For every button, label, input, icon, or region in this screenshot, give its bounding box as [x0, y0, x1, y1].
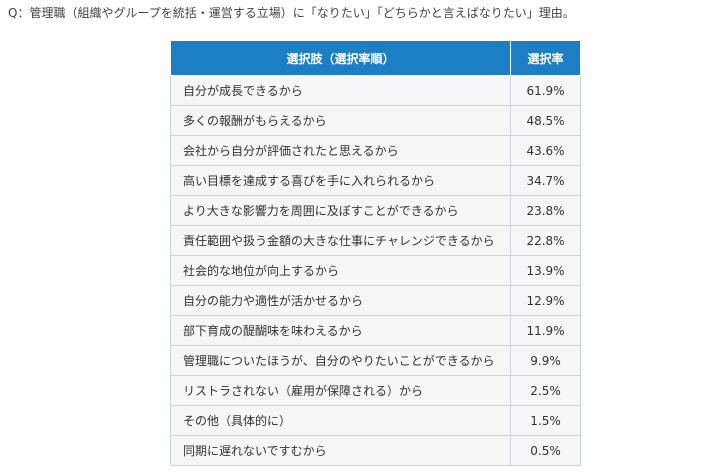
table-row: 自分の能力や適性が活かせるから 12.9% — [170, 285, 581, 316]
cell-rate: 9.9% — [510, 345, 581, 376]
reasons-table: 選択肢（選択率順） 選択率 自分が成長できるから 61.9% 多くの報酬がもらえ… — [170, 40, 581, 466]
cell-rate: 0.5% — [510, 435, 581, 466]
table-row: 自分が成長できるから 61.9% — [170, 75, 581, 106]
cell-rate: 61.9% — [510, 75, 581, 106]
cell-choice: 自分の能力や適性が活かせるから — [170, 285, 511, 316]
cell-rate: 13.9% — [510, 255, 581, 286]
cell-choice: 同期に遅れないですむから — [170, 435, 511, 466]
cell-rate: 22.8% — [510, 225, 581, 256]
cell-choice: 管理職についたほうが、自分のやりたいことができるから — [170, 345, 511, 376]
cell-choice: リストラされない（雇用が保障される）から — [170, 375, 511, 406]
cell-rate: 34.7% — [510, 165, 581, 196]
cell-rate: 2.5% — [510, 375, 581, 406]
cell-choice: 責任範囲や扱う金額の大きな仕事にチャレンジできるから — [170, 225, 511, 256]
cell-rate: 48.5% — [510, 105, 581, 136]
table-row: 社会的な地位が向上するから 13.9% — [170, 255, 581, 286]
cell-choice: 高い目標を達成する喜びを手に入れられるから — [170, 165, 511, 196]
cell-rate: 23.8% — [510, 195, 581, 226]
cell-choice: その他（具体的に） — [170, 405, 511, 436]
table-row: 責任範囲や扱う金額の大きな仕事にチャレンジできるから 22.8% — [170, 225, 581, 256]
question-text: Q：管理職（組織やグループを統括・運営する立場）に「なりたい」「どちらかと言えば… — [8, 6, 575, 20]
cell-choice: 自分が成長できるから — [170, 75, 511, 106]
header-rate: 選択率 — [510, 40, 581, 76]
cell-choice: 社会的な地位が向上するから — [170, 255, 511, 286]
cell-rate: 12.9% — [510, 285, 581, 316]
cell-choice: 多くの報酬がもらえるから — [170, 105, 511, 136]
table-row: 管理職についたほうが、自分のやりたいことができるから 9.9% — [170, 345, 581, 376]
cell-choice: 部下育成の醍醐味を味わえるから — [170, 315, 511, 346]
table-header-row: 選択肢（選択率順） 選択率 — [170, 40, 581, 76]
table-row: 多くの報酬がもらえるから 48.5% — [170, 105, 581, 136]
table-row: 会社から自分が評価されたと思えるから 43.6% — [170, 135, 581, 166]
cell-choice: より大きな影響力を周囲に及ぼすことができるから — [170, 195, 511, 226]
cell-rate: 43.6% — [510, 135, 581, 166]
table-row: 同期に遅れないですむから 0.5% — [170, 435, 581, 466]
table-row: リストラされない（雇用が保障される）から 2.5% — [170, 375, 581, 406]
cell-rate: 11.9% — [510, 315, 581, 346]
table-row: 部下育成の醍醐味を味わえるから 11.9% — [170, 315, 581, 346]
cell-choice: 会社から自分が評価されたと思えるから — [170, 135, 511, 166]
table-row: 高い目標を達成する喜びを手に入れられるから 34.7% — [170, 165, 581, 196]
cell-rate: 1.5% — [510, 405, 581, 436]
table-row: その他（具体的に） 1.5% — [170, 405, 581, 436]
table-row: より大きな影響力を周囲に及ぼすことができるから 23.8% — [170, 195, 581, 226]
header-choice: 選択肢（選択率順） — [170, 40, 511, 76]
